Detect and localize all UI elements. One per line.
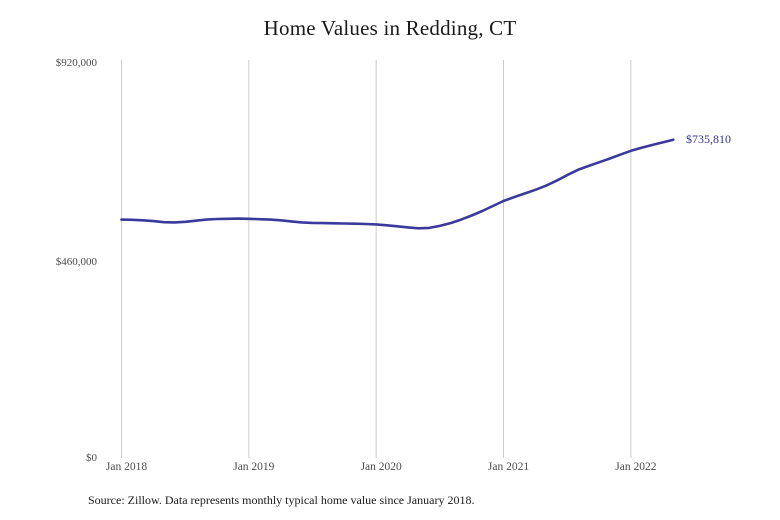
end-value-label: $735,810 [686, 132, 731, 146]
x-axis-tick-label-jan-2022: Jan 2022 [615, 461, 657, 473]
x-axis-tick-label-jan-2019: Jan 2019 [233, 461, 275, 473]
y-axis-tick-label-920000: $920,000 [55, 57, 97, 69]
home-value-line [120, 138, 675, 230]
x-axis-tick-label-jan-2021: Jan 2021 [487, 461, 530, 473]
x-axis-tick-label-jan-2018: Jan 2018 [105, 461, 148, 473]
x-axis-tick-label-jan-2020: Jan 2020 [360, 461, 402, 473]
source-note: Source: Zillow. Data represents monthly … [88, 493, 475, 507]
y-axis-tick-label-0: $0 [86, 452, 97, 464]
chart-title: Home Values in Redding, CT [263, 16, 517, 40]
y-axis-tick-label-460000: $460,000 [55, 256, 97, 268]
